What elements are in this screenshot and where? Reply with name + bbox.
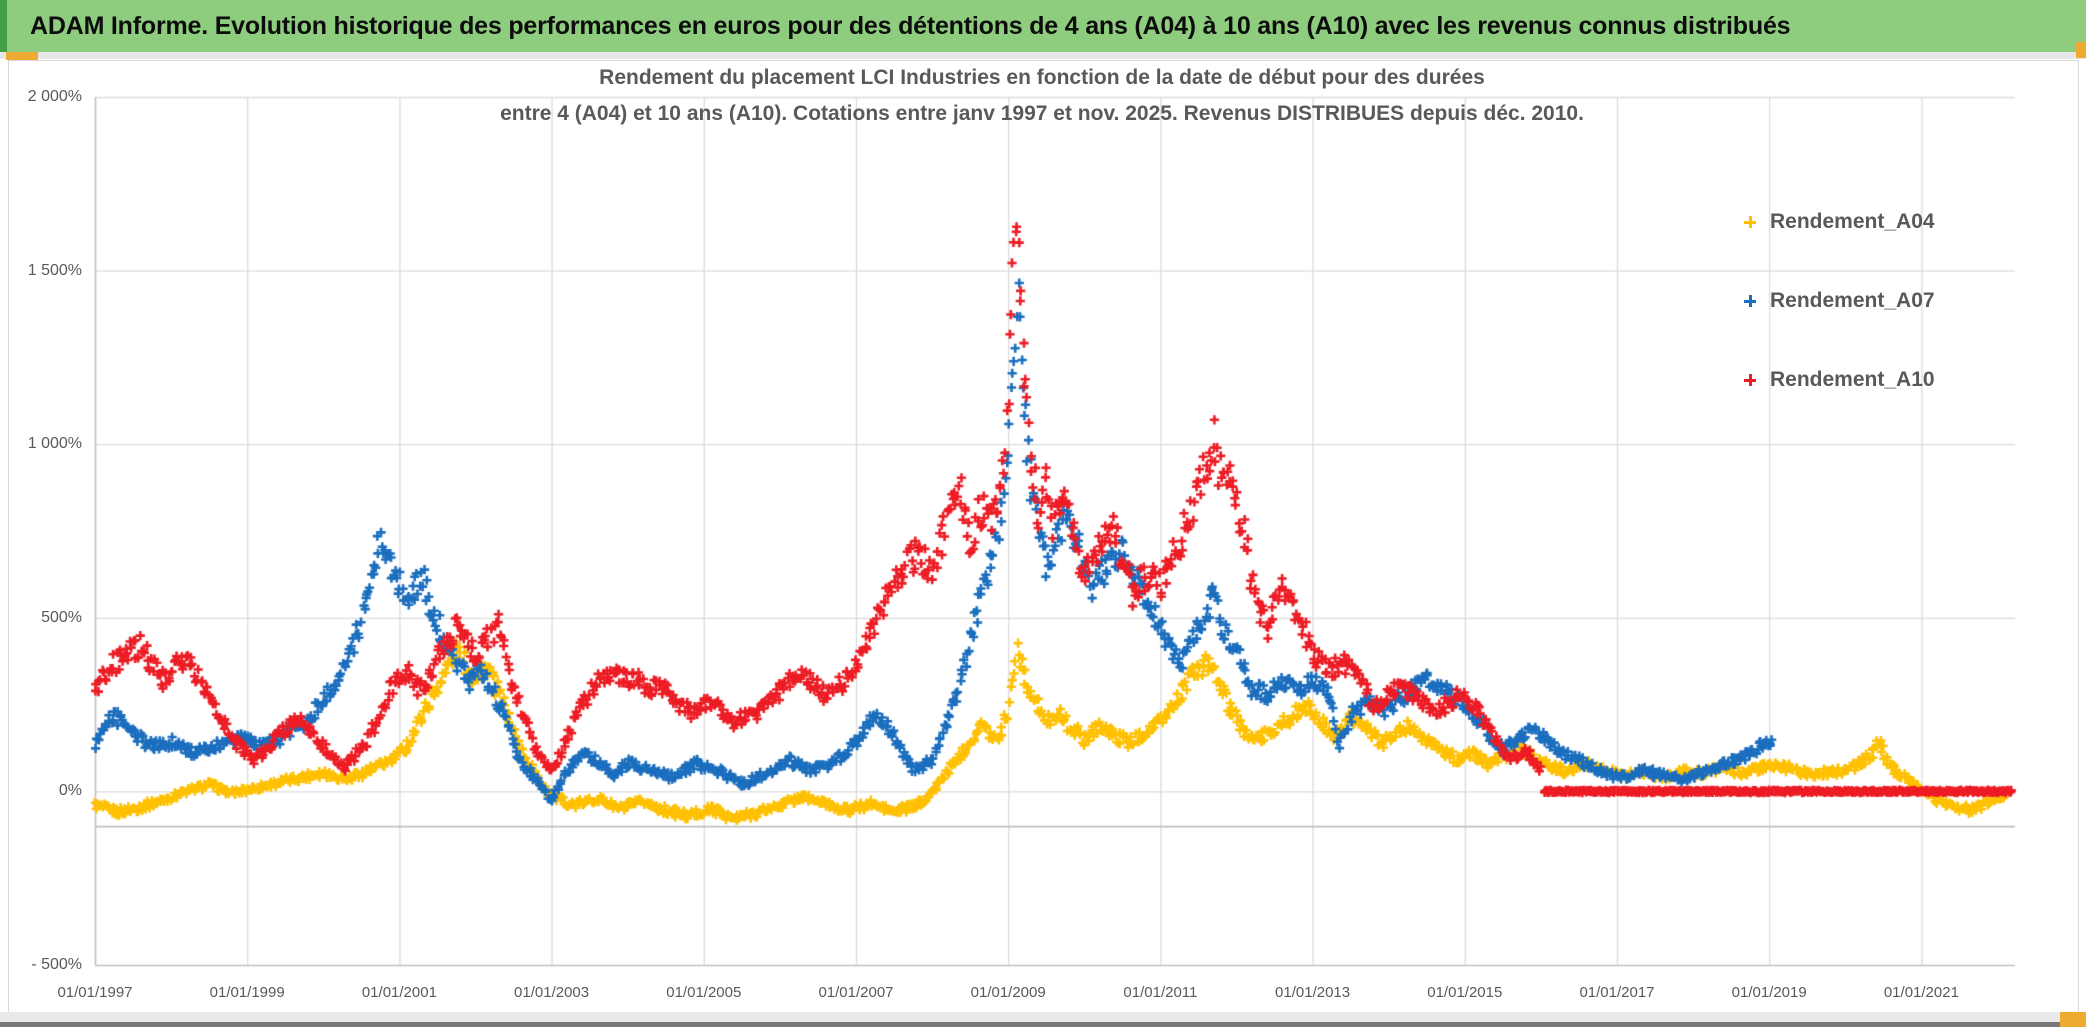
x-axis-label: 01/01/2015 xyxy=(1427,984,1503,1001)
legend-item-rendement_a04[interactable]: Rendement_A04 xyxy=(1742,204,2002,240)
worksheet-row-border xyxy=(0,1022,2086,1027)
y-axis-label: 500% xyxy=(41,608,82,626)
x-axis-label: 01/01/1999 xyxy=(209,984,285,1001)
legend-label: Rendement_A04 xyxy=(1770,210,1935,233)
chart-title-line1: Rendement du placement LCI Industries en… xyxy=(599,66,1485,89)
highlight-cell-bottom-right xyxy=(2060,1012,2086,1027)
x-axis-label: 01/01/2019 xyxy=(1731,984,1807,1001)
banner-accent-bar xyxy=(0,0,7,52)
worksheet-row-divider xyxy=(0,52,2086,59)
plus-marker-icon xyxy=(1742,372,1758,388)
legend-label: Rendement_A07 xyxy=(1770,289,1935,312)
y-axis-label: 1 500% xyxy=(27,261,82,279)
x-axis-label: 01/01/2003 xyxy=(514,984,590,1001)
highlight-cell-left xyxy=(6,52,38,60)
plus-marker-icon xyxy=(1742,214,1758,230)
chart-title-line2: entre 4 (A04) et 10 ans (A10). Cotations… xyxy=(500,102,1584,125)
plus-marker-icon xyxy=(1742,293,1758,309)
x-axis-label: 01/01/1997 xyxy=(57,984,133,1001)
y-axis-label: 2 000% xyxy=(27,88,82,105)
legend-label: Rendement_A10 xyxy=(1770,368,1935,391)
x-axis-label: 01/01/2021 xyxy=(1883,984,1959,1001)
legend-item-rendement_a10[interactable]: Rendement_A10 xyxy=(1742,362,2002,398)
y-axis-label: 0% xyxy=(58,782,82,800)
x-axis-label: 01/01/2011 xyxy=(1123,984,1198,1001)
banner: ADAM Informe. Evolution historique des p… xyxy=(0,0,2086,52)
x-axis-label: 01/01/2009 xyxy=(970,984,1046,1001)
worksheet-row-bottom xyxy=(0,1012,2086,1022)
x-axis-label: 01/01/2017 xyxy=(1579,984,1655,1001)
x-axis-label: 01/01/2005 xyxy=(666,984,742,1001)
chart-title: Rendement du placement LCI Industries en… xyxy=(300,60,1784,132)
x-axis-label: 01/01/2001 xyxy=(361,984,437,1001)
x-axis-label: 01/01/2007 xyxy=(818,984,894,1001)
highlight-cell-top-right xyxy=(2076,42,2086,58)
legend-item-rendement_a07[interactable]: Rendement_A07 xyxy=(1742,283,2002,319)
y-axis-label: 1 000% xyxy=(27,435,82,453)
legend: Rendement_A04 Rendement_A07 Rendement_A10 xyxy=(1742,204,2002,398)
banner-title: ADAM Informe. Evolution historique des p… xyxy=(30,11,1791,40)
x-axis-label: 01/01/2013 xyxy=(1275,984,1351,1001)
y-axis-label: - 500% xyxy=(31,956,82,973)
